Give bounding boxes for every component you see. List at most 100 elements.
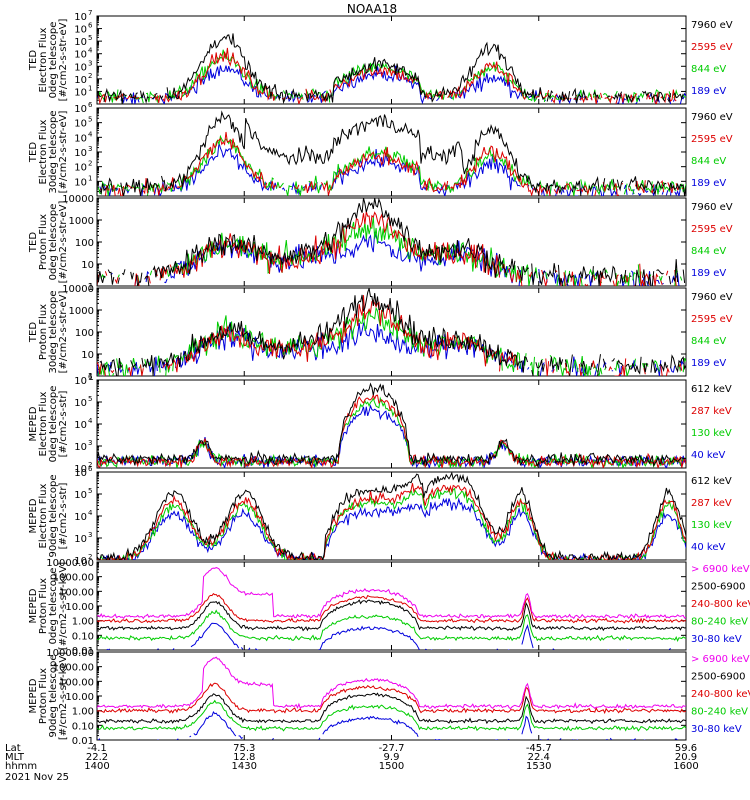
y-tick-label: 10 xyxy=(74,37,87,48)
y-axis-label-line: [#/cm2-s-str-eV] xyxy=(58,111,69,194)
legend-entry: > 6900 keV xyxy=(691,564,750,575)
y-axis-label-line: Electron Flux xyxy=(38,391,49,456)
y-tick-exponent: 1 xyxy=(88,174,92,182)
legend-entry: 844 eV xyxy=(691,64,726,75)
y-tick-exponent: 3 xyxy=(88,531,92,539)
y-tick-label: 1000 xyxy=(69,216,94,227)
y-tick-exponent: 2 xyxy=(88,553,92,561)
legend-entry: 844 eV xyxy=(691,246,726,257)
y-axis-label-line: TED xyxy=(28,322,39,343)
date-label: 2021 Nov 25 xyxy=(5,772,69,783)
y-tick-label: 10 xyxy=(74,376,87,387)
y-tick-label: 100.00 xyxy=(59,677,94,688)
y-tick-exponent: 5 xyxy=(88,34,92,42)
x-lat-label: -27.7 xyxy=(379,743,405,754)
y-tick-label: 10 xyxy=(81,260,94,271)
x-row-label: Lat xyxy=(5,743,21,754)
y-axis-label-line: 0deg telescope xyxy=(48,386,59,463)
legend-entry: 80-240 keV xyxy=(691,707,748,718)
legend-entry: 2500-6900 xyxy=(691,672,746,683)
y-axis-label-line: Electron Flux xyxy=(38,119,49,184)
y-tick-exponent: 5 xyxy=(88,395,92,403)
y-tick-label: 0.10 xyxy=(72,631,94,642)
series-trace xyxy=(97,593,686,624)
legend-entry: 189 eV xyxy=(691,358,726,369)
traces xyxy=(97,472,686,560)
panel-8: 0.01 0.10 1.00 10.00 100.00 1000.00 10000.00 ME… xyxy=(28,648,750,747)
y-tick-label: 10 xyxy=(74,490,87,501)
x-time-label: 1430 xyxy=(232,761,257,772)
x-time-label: 1600 xyxy=(673,761,698,772)
y-axis-label-line: [#/cm2-s-str] xyxy=(58,390,69,457)
y-tick-exponent: 7 xyxy=(88,9,92,17)
series-trace xyxy=(97,198,686,286)
series-trace xyxy=(97,382,686,468)
y-tick-exponent: 6 xyxy=(88,465,93,473)
y-tick-exponent: 4 xyxy=(88,47,93,55)
x-row-label: hhmm xyxy=(5,761,37,772)
y-tick-label: 10 xyxy=(74,468,87,479)
panel-frame xyxy=(96,471,687,561)
y-tick-label: 10 xyxy=(74,464,87,475)
x-mlt-label: 20.9 xyxy=(675,752,697,763)
legend-entry: 2595 eV xyxy=(691,42,733,53)
x-time-label: 1400 xyxy=(84,761,109,772)
y-tick-label: 10 xyxy=(74,62,87,73)
y-tick-label: 10 xyxy=(74,12,87,23)
y-tick-label: 10 xyxy=(74,148,87,159)
series-trace xyxy=(97,599,686,632)
traces xyxy=(97,382,686,468)
x-mlt-label: 9.9 xyxy=(384,752,400,763)
series-trace xyxy=(97,134,686,196)
panel-frame xyxy=(96,651,687,741)
y-axis-label-line: 0deg telescope xyxy=(48,568,59,645)
y-tick-label: 10 xyxy=(74,442,87,453)
y-axis-label-line: MEPED xyxy=(28,498,39,533)
y-axis-label-line: Proton Flux xyxy=(38,214,49,270)
x-lat-label: 75.3 xyxy=(233,743,255,754)
series-trace xyxy=(97,33,686,104)
y-axis-label-line: [#/cm2-s-str] xyxy=(58,482,69,549)
legend-entry: 130 keV xyxy=(691,520,732,531)
y-axis-label-line: Proton Flux xyxy=(38,578,49,634)
series-trace xyxy=(97,472,686,560)
x-time-label: 1500 xyxy=(379,761,404,772)
y-tick-label: 10000 xyxy=(62,284,94,295)
y-tick-label: 10 xyxy=(74,104,87,115)
legend-entry: 844 eV xyxy=(691,336,726,347)
x-lat-label: 59.6 xyxy=(675,743,697,754)
series-trace xyxy=(99,110,686,196)
y-axis-label-line: MEPED xyxy=(28,678,39,713)
y-axis-label-line: Proton Flux xyxy=(38,668,49,724)
legend-entry: 189 eV xyxy=(691,86,726,97)
y-tick-label: 10 xyxy=(74,25,87,36)
legend-entry: 2500-6900 xyxy=(691,582,746,593)
y-tick-label: 0.10 xyxy=(72,721,94,732)
legend-entry: 189 eV xyxy=(691,268,726,279)
y-tick-label: 10 xyxy=(74,75,87,86)
y-tick-label: 10 xyxy=(74,420,87,431)
y-tick-exponent: 6 xyxy=(88,22,93,30)
legend-entry: 40 keV xyxy=(691,450,725,461)
legend-entry: 30-80 keV xyxy=(691,634,742,645)
y-tick-label: 10 xyxy=(74,398,87,409)
x-mlt-label: 22.2 xyxy=(86,752,108,763)
series-trace xyxy=(97,497,686,560)
y-tick-label: 10 xyxy=(74,556,87,567)
y-tick-exponent: 3 xyxy=(88,145,92,153)
y-axis-label-line: [#/cm2-s-str-eV] xyxy=(58,291,69,374)
y-axis-label-line: MEPED xyxy=(28,588,39,623)
series-trace xyxy=(97,65,686,104)
y-axis-label-line: [#/cm2-s-str-keV] xyxy=(58,562,69,650)
panel-7: 0.01 0.10 1.00 10.00 100.00 1000.00 10000.00 ME… xyxy=(28,558,750,657)
y-tick-label: 1000.00 xyxy=(53,573,94,584)
y-tick-exponent: 5 xyxy=(88,116,92,124)
panel-frame xyxy=(96,379,687,469)
legend-entry: 7960 eV xyxy=(691,202,733,213)
traces xyxy=(97,33,686,104)
y-axis-label-line: TED xyxy=(28,232,39,253)
y-axis-label-line: 0deg telescope xyxy=(48,204,59,281)
y-tick-label: 10 xyxy=(74,512,87,523)
y-axis-label-line: 0deg telescope xyxy=(48,22,59,99)
